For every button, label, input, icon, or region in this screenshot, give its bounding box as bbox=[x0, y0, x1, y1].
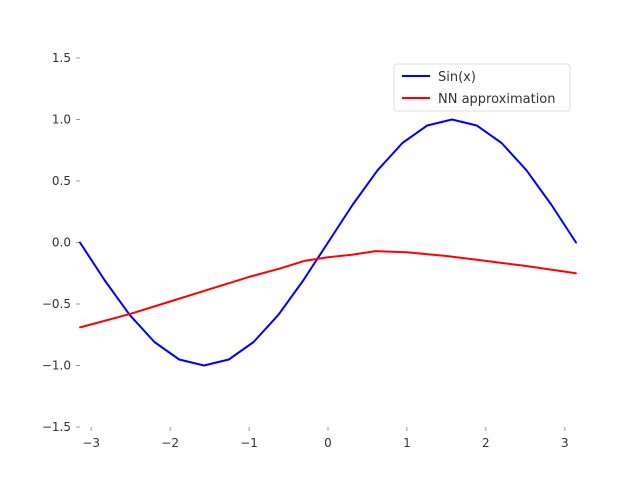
series-line-sin bbox=[79, 118, 577, 367]
x-tick-label: 1 bbox=[403, 436, 411, 450]
y-tick-label: 0.5 bbox=[52, 174, 71, 188]
chart-series bbox=[79, 118, 577, 367]
chart-legend: Sin(x) NN approximation bbox=[393, 63, 571, 112]
series-line-nn bbox=[79, 250, 577, 329]
y-tick-label: 0.0 bbox=[52, 236, 71, 250]
x-tick-label: −3 bbox=[82, 436, 100, 450]
y-tick-label: −1.5 bbox=[42, 420, 71, 434]
x-tick-label: 0 bbox=[324, 436, 332, 450]
legend-box bbox=[393, 63, 571, 112]
x-tick-label: 2 bbox=[482, 436, 490, 450]
y-tick-label: 1.5 bbox=[52, 51, 71, 65]
x-tick-label: 3 bbox=[561, 436, 569, 450]
legend-label-nn: NN approximation bbox=[438, 92, 556, 107]
x-tick-label: −2 bbox=[161, 436, 179, 450]
x-tick-label: −1 bbox=[240, 436, 258, 450]
y-tick-label: −0.5 bbox=[42, 297, 71, 311]
legend-label-sin: Sin(x) bbox=[438, 70, 476, 85]
chart-axes: −1.5 −1.0 −0.5 0.0 0.5 1.0 1.5 −3 −2 −1 0 1 2 3 bbox=[42, 51, 569, 450]
y-tick-label: 1.0 bbox=[52, 113, 71, 127]
y-tick-label: −1.0 bbox=[42, 359, 71, 373]
